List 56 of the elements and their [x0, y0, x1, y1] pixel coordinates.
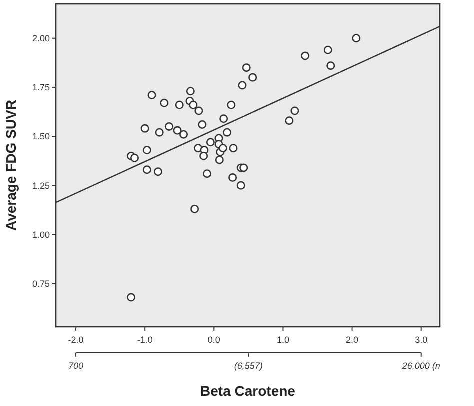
- point: [206, 138, 215, 147]
- point: [227, 100, 236, 110]
- point: [130, 154, 139, 162]
- y-tick-label: 1.75: [32, 82, 50, 93]
- x-tick-label: 1.0: [276, 335, 290, 345]
- point: [229, 144, 238, 153]
- point: [127, 293, 136, 302]
- point: [142, 166, 152, 174]
- y-tick-label: 1.50: [32, 132, 50, 142]
- text: 26,000 (n: [401, 361, 440, 371]
- point: [160, 98, 169, 108]
- x-tick-label: 0.0: [208, 335, 220, 345]
- point: [240, 164, 248, 172]
- point: [200, 152, 208, 160]
- point: [180, 130, 188, 139]
- point: [326, 62, 336, 70]
- point: [165, 122, 174, 131]
- point: [175, 100, 184, 110]
- point: [198, 120, 207, 130]
- point: [142, 146, 152, 155]
- x-tick-label: 2.0: [346, 335, 359, 345]
- point: [189, 100, 198, 110]
- point: [236, 181, 246, 190]
- point: [148, 91, 156, 100]
- point: [285, 116, 294, 126]
- point: [324, 46, 332, 54]
- y-axis-title: Average FDG SUVR: [3, 100, 19, 231]
- y-tick-label: 1.25: [32, 180, 50, 191]
- point: [190, 204, 200, 214]
- x-axis-title: Beta Carotene: [200, 383, 296, 399]
- y-tick-label: 0.75: [32, 278, 50, 289]
- x-tick-label: -2.0: [68, 335, 84, 345]
- point: [290, 106, 300, 116]
- x-tick-label: -1.0: [137, 335, 153, 345]
- point: [140, 124, 150, 133]
- y-tick-label: 2.00: [32, 34, 50, 44]
- point: [352, 34, 361, 43]
- point: [220, 114, 228, 124]
- point: [203, 170, 212, 178]
- y-tick-label: 1.00: [32, 230, 50, 240]
- point: [301, 52, 310, 60]
- point: [248, 73, 258, 82]
- point: [186, 87, 195, 96]
- point: [228, 174, 238, 182]
- point: [242, 64, 251, 72]
- text: (6,557): [234, 361, 263, 371]
- point: [238, 81, 247, 90]
- point: [194, 106, 204, 116]
- text: 700: [68, 361, 84, 371]
- point: [218, 144, 228, 153]
- x-tick-label: 3.0: [415, 335, 428, 345]
- point: [154, 168, 162, 176]
- point: [155, 128, 164, 137]
- point: [173, 126, 182, 135]
- point: [223, 128, 232, 137]
- point: [215, 156, 224, 164]
